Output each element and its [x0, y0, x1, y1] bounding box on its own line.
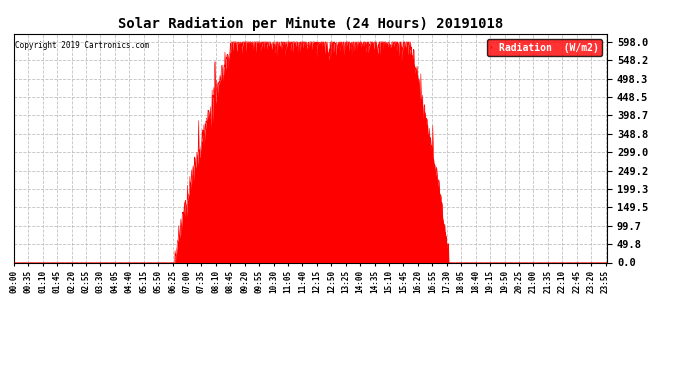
Title: Solar Radiation per Minute (24 Hours) 20191018: Solar Radiation per Minute (24 Hours) 20… — [118, 17, 503, 31]
Text: Copyright 2019 Cartronics.com: Copyright 2019 Cartronics.com — [15, 40, 149, 50]
Legend: Radiation  (W/m2): Radiation (W/m2) — [487, 39, 602, 56]
